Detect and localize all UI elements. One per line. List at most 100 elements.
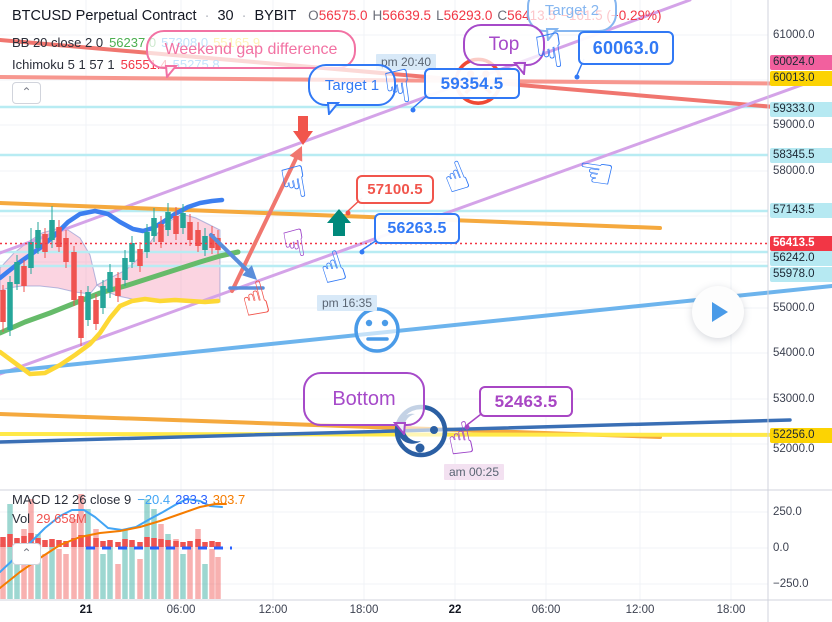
price-callout-c56263[interactable]: 56263.5	[374, 213, 460, 244]
indicator-name: Vol	[12, 511, 31, 526]
macd-histogram-bar	[144, 537, 150, 547]
price-scale-label[interactable]: 58345.5	[770, 148, 832, 163]
face-eye	[430, 426, 438, 434]
price-callout-c59354[interactable]: 59354.5	[424, 68, 520, 99]
price-callout-c57100[interactable]: 57100.5	[356, 175, 434, 204]
volume-bar	[42, 554, 48, 599]
price-scale-label[interactable]: 61000.0	[773, 29, 815, 41]
price-scale-label[interactable]: 57143.5	[770, 203, 832, 218]
price-scale-label[interactable]: 60013.0	[770, 71, 832, 86]
price-scale-label[interactable]: 53000.0	[773, 393, 815, 405]
macd-histogram-bar	[180, 542, 186, 547]
macd-histogram-bar	[85, 536, 91, 547]
arrow-down-marker[interactable]	[293, 116, 313, 145]
price-scale-label[interactable]: 250.0	[773, 506, 802, 518]
bb-lower-line	[0, 296, 221, 377]
candle-body	[151, 218, 157, 236]
price-scale-label[interactable]: 59333.0	[770, 102, 832, 117]
price-scale-label[interactable]: 59000.0	[773, 119, 815, 131]
speech-bubble-weekend-gap[interactable]: Weekend gap difference	[146, 30, 356, 78]
indicator-value: 29.658M	[36, 511, 87, 526]
trend-arrow-line[interactable]	[209, 233, 255, 278]
price-scale-label[interactable]: 52000.0	[773, 443, 815, 455]
time-scale-label[interactable]: 18:00	[716, 604, 746, 616]
interval-label[interactable]: 30	[217, 8, 234, 24]
macd-histogram-bar	[187, 541, 193, 547]
price-scale-label[interactable]: 52256.0	[770, 428, 832, 443]
arrow-up-marker[interactable]	[327, 209, 351, 236]
speech-bubble-target-2[interactable]: Target 2	[527, 0, 617, 41]
gap-line-lower[interactable]	[0, 38, 832, 114]
volume-bar	[115, 564, 121, 599]
price-callout-c52463[interactable]: 52463.5	[479, 386, 573, 417]
candle-body	[144, 232, 150, 252]
volume-bar	[0, 544, 6, 599]
expressionless-face-sticker[interactable]	[354, 307, 400, 353]
speech-bubble-target-1[interactable]: Target 1	[308, 64, 396, 115]
macd-histogram-bar	[129, 540, 135, 547]
price-scale-label[interactable]: 54000.0	[773, 347, 815, 359]
price-scale-label[interactable]: 60024.0	[770, 55, 832, 70]
candle-body	[209, 234, 215, 248]
replay-play-button[interactable]	[692, 286, 744, 338]
price-scale-label[interactable]: −250.0	[773, 578, 809, 590]
candle-body	[122, 258, 128, 280]
trend-arrow-head	[289, 146, 303, 162]
time-scale-label[interactable]: 12:00	[258, 604, 288, 616]
macd-histogram-bar	[42, 540, 48, 547]
macd-histogram-bar	[209, 541, 215, 547]
price-scale-label[interactable]: 56413.5	[770, 236, 832, 251]
time-scale-label[interactable]: 06:00	[166, 604, 196, 616]
candle-body	[158, 224, 164, 242]
collapse-pane-button-macd[interactable]: ⌃	[12, 543, 41, 565]
time-chip-pm1635: pm 16:35	[317, 295, 378, 311]
speech-bubble-bottom[interactable]: Bottom	[303, 372, 425, 435]
orange-line-upper[interactable]	[0, 201, 662, 230]
time-scale-label[interactable]: 12:00	[625, 604, 655, 616]
callout-anchor-dot	[410, 107, 416, 113]
face-eye	[365, 319, 373, 327]
callout-anchor-dot	[359, 249, 365, 255]
volume-bar	[151, 509, 157, 599]
candle-body	[195, 230, 201, 246]
price-callout-c60063[interactable]: 60063.0	[578, 31, 674, 65]
price-scale-label[interactable]: 55000.0	[773, 302, 815, 314]
point-left-hand[interactable]: ☜	[573, 145, 618, 200]
time-scale-label[interactable]: 22	[448, 604, 462, 616]
volume-bar	[180, 554, 186, 599]
indicator-macd-row[interactable]: MACD 12 26 close 9 −20.4 283.3 303.7	[12, 492, 250, 507]
time-scale-label[interactable]: 18:00	[349, 604, 379, 616]
candle-body	[7, 282, 13, 330]
time-chip-pm2040: pm 20:40	[376, 54, 437, 70]
price-scale-label[interactable]: 56242.0	[770, 251, 832, 266]
macd-histogram-bar	[28, 533, 34, 547]
ohlc-value: 56293.0	[443, 8, 493, 23]
gap-line-upper[interactable]	[0, 75, 832, 86]
indicator-vol-row[interactable]: Vol 29.658M	[12, 511, 92, 526]
volume-bar	[56, 549, 62, 599]
price-scale-label[interactable]: 58000.0	[773, 165, 815, 177]
candle-body	[187, 222, 193, 240]
candle-body	[173, 216, 179, 234]
volume-bar	[14, 539, 20, 599]
macd-histogram-bar	[122, 539, 128, 547]
symbol-header[interactable]: BTCUSD Perpetual Contract · 30 · BYBIT O…	[12, 8, 667, 24]
symbol-name[interactable]: BTCUSD Perpetual Contract	[12, 8, 197, 24]
volume-bar	[165, 534, 171, 599]
macd-histogram-bar	[56, 540, 62, 547]
macd-histogram-bar	[137, 542, 143, 547]
bubble-tail	[513, 62, 527, 75]
price-scale-label[interactable]: 0.0	[773, 542, 789, 554]
exchange-label[interactable]: BYBIT	[254, 8, 297, 24]
macd-histogram-bar	[173, 541, 179, 547]
price-scale-label[interactable]: 55978.0	[770, 267, 832, 282]
indicator-name: Ichimoku 5 1 57 1	[12, 57, 115, 72]
channel-line-upper[interactable]	[0, 0, 692, 255]
collapse-pane-button-main[interactable]: ⌃	[12, 82, 41, 104]
bubble-tail	[545, 28, 559, 41]
time-scale-label[interactable]: 06:00	[531, 604, 561, 616]
volume-bar	[100, 554, 106, 599]
speech-bubble-top[interactable]: Top	[463, 24, 545, 75]
time-scale-label[interactable]: 21	[79, 604, 93, 616]
volume-bar	[63, 554, 69, 599]
